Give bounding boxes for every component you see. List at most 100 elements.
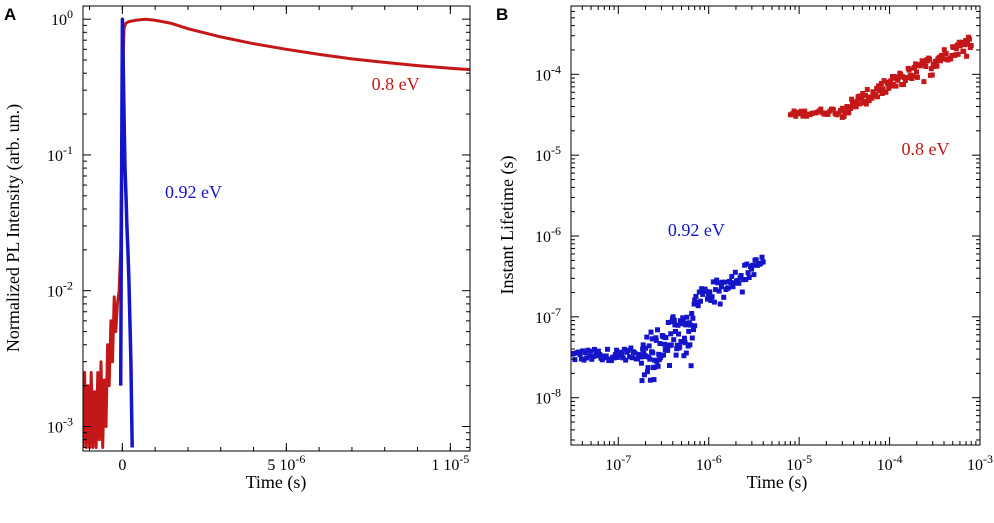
data-point — [928, 66, 934, 72]
data-point — [880, 86, 886, 92]
x-tick-label: 0 — [118, 457, 126, 474]
data-point — [921, 79, 927, 85]
data-point — [611, 355, 617, 361]
data-point — [789, 111, 795, 117]
panel-a-letter: A — [4, 5, 16, 24]
data-point — [603, 353, 609, 359]
data-point — [743, 277, 749, 282]
panel-a-frame — [82, 5, 471, 452]
data-point — [650, 350, 656, 356]
data-point — [934, 63, 940, 69]
data-point — [869, 95, 875, 101]
data-point — [902, 78, 908, 83]
y-tick-label: 100 — [51, 7, 73, 29]
data-point — [640, 346, 646, 352]
data-point — [876, 83, 881, 89]
data-point — [877, 87, 883, 93]
data-point — [802, 108, 808, 114]
data-point — [738, 273, 744, 278]
data-point — [931, 63, 937, 69]
data-point — [732, 269, 738, 275]
data-point — [653, 335, 659, 341]
data-point — [663, 335, 669, 341]
data-point — [605, 346, 610, 352]
data-point — [703, 288, 709, 294]
x-tick-label: 10-6 — [696, 452, 722, 474]
data-point — [800, 113, 806, 119]
data-point — [625, 347, 631, 353]
data-point — [586, 353, 592, 359]
data-point — [863, 92, 868, 98]
data-point — [963, 38, 969, 43]
series-line-red-0-8ev — [83, 17, 470, 449]
data-point — [901, 82, 906, 87]
x-tick-label: 1 10-5 — [431, 452, 469, 474]
data-point — [860, 91, 866, 96]
data-point — [657, 341, 663, 346]
data-point — [592, 346, 597, 352]
data-point — [943, 51, 949, 57]
panel-a-y-axis-label: Normalized PL Intensity (arb. un.) — [3, 104, 24, 352]
panel-b-x-axis-label: Time (s) — [747, 472, 808, 493]
data-point — [687, 342, 693, 348]
panel-a-x-tick-labels: 0 5 10-6 1 10-5 — [118, 452, 469, 474]
data-point — [728, 280, 734, 285]
data-point — [841, 113, 847, 119]
data-point — [623, 357, 629, 363]
data-point — [927, 56, 932, 62]
data-point — [672, 322, 678, 328]
data-point — [593, 349, 599, 355]
data-point — [953, 52, 958, 58]
data-point — [850, 99, 856, 105]
data-point — [644, 369, 650, 375]
data-point — [888, 78, 893, 84]
data-point — [691, 301, 697, 307]
data-point — [711, 299, 717, 305]
data-point — [612, 352, 618, 358]
data-point — [647, 356, 653, 362]
data-point — [632, 350, 638, 356]
data-point — [707, 289, 713, 295]
data-point — [700, 291, 706, 297]
data-point — [923, 64, 929, 69]
data-point — [839, 105, 845, 111]
data-point — [729, 274, 735, 279]
data-point — [639, 378, 645, 384]
data-point — [717, 301, 723, 307]
y-tick-label: 10-8 — [535, 386, 561, 408]
data-point — [620, 355, 626, 361]
data-point — [621, 346, 627, 352]
data-point — [691, 327, 696, 333]
data-point — [954, 42, 960, 48]
data-point — [655, 363, 661, 369]
data-point — [652, 364, 658, 370]
y-tick-label: 10-2 — [47, 279, 73, 301]
data-point — [940, 56, 946, 62]
panel-b-frame — [570, 5, 981, 446]
data-point — [597, 352, 603, 357]
data-point — [912, 64, 918, 70]
data-point — [791, 108, 797, 114]
data-point — [749, 266, 755, 272]
x-tick-label: 10-4 — [877, 452, 903, 474]
data-point — [671, 317, 677, 323]
data-point — [578, 356, 584, 362]
panel-a-annotations: 0.8 eV 0.92 eV — [165, 74, 420, 202]
data-point — [646, 343, 652, 349]
data-point — [647, 377, 653, 383]
data-point — [589, 356, 595, 362]
data-point — [645, 365, 651, 371]
data-point — [643, 345, 649, 351]
data-point — [739, 289, 745, 295]
data-point — [715, 280, 721, 286]
data-point — [722, 279, 728, 285]
data-point — [798, 108, 804, 114]
panel-a-y-tick-labels: 100 10-1 10-2 10-3 — [47, 7, 73, 436]
y-tick-label: 10-1 — [47, 143, 73, 165]
data-point — [614, 347, 620, 353]
data-point — [714, 277, 720, 283]
data-point — [689, 311, 695, 316]
data-point — [941, 47, 947, 53]
data-point — [682, 335, 687, 341]
